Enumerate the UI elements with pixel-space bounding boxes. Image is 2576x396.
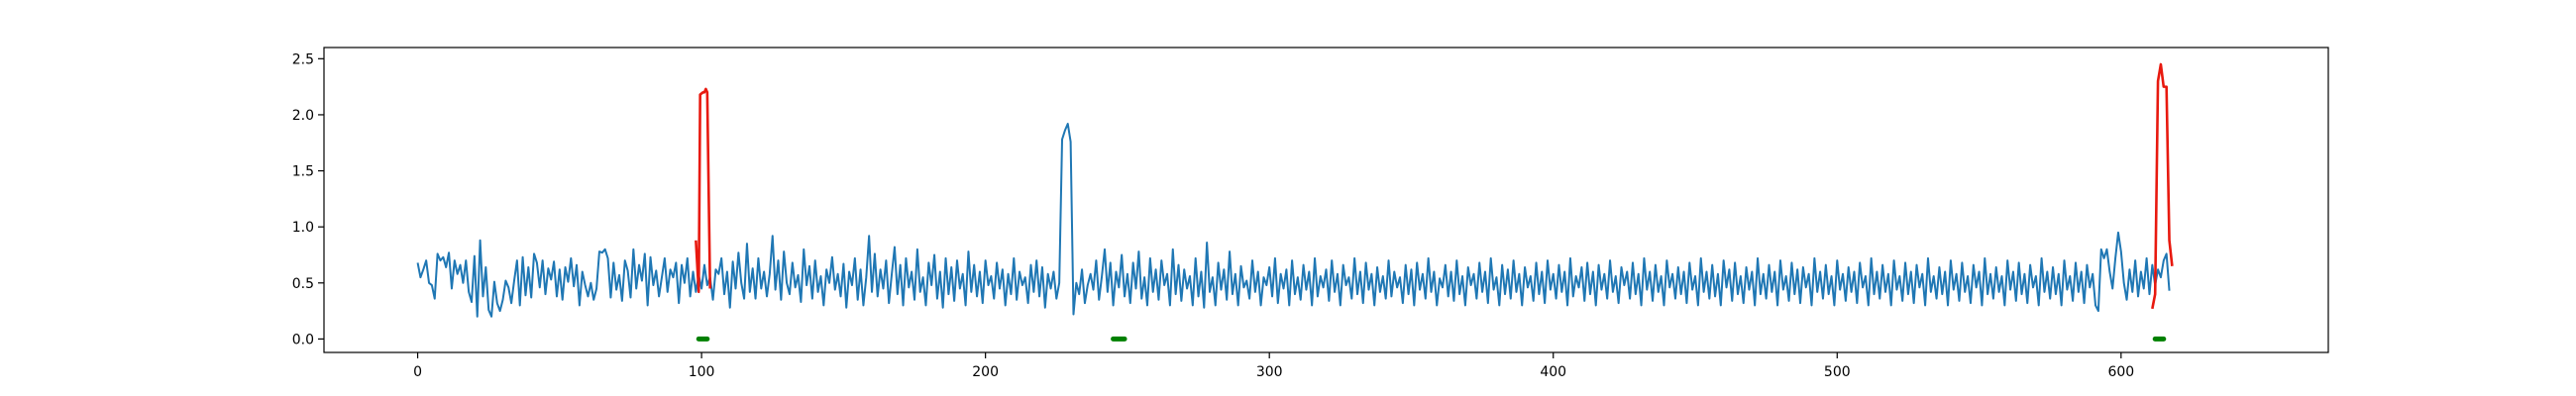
anomaly-segment-line	[2151, 62, 2174, 310]
x-tick-label: 400	[1540, 364, 1566, 380]
anomaly-segment-line	[695, 87, 711, 294]
y-tick-label: 2.5	[292, 51, 314, 67]
y-tick-label: 1.0	[292, 220, 314, 236]
x-tick-label: 600	[2107, 364, 2134, 380]
y-tick-label: 2.0	[292, 108, 314, 124]
plot-area	[323, 47, 2329, 353]
x-tick-label: 200	[972, 364, 999, 380]
x-tick-label: 0	[413, 364, 422, 380]
y-tick-label: 0.0	[292, 332, 314, 347]
plot-series	[416, 62, 2174, 318]
y-tick-label: 0.5	[292, 276, 314, 292]
x-axis: 0 100 200 300 400 500 600	[413, 352, 2134, 380]
x-tick-label: 300	[1256, 364, 1283, 380]
y-tick-label: 1.5	[292, 164, 314, 180]
y-axis: 0.0 0.5 1.0 1.5 2.0 2.5	[292, 51, 324, 347]
x-tick-label: 100	[689, 364, 715, 380]
x-tick-label: 500	[1824, 364, 1851, 380]
